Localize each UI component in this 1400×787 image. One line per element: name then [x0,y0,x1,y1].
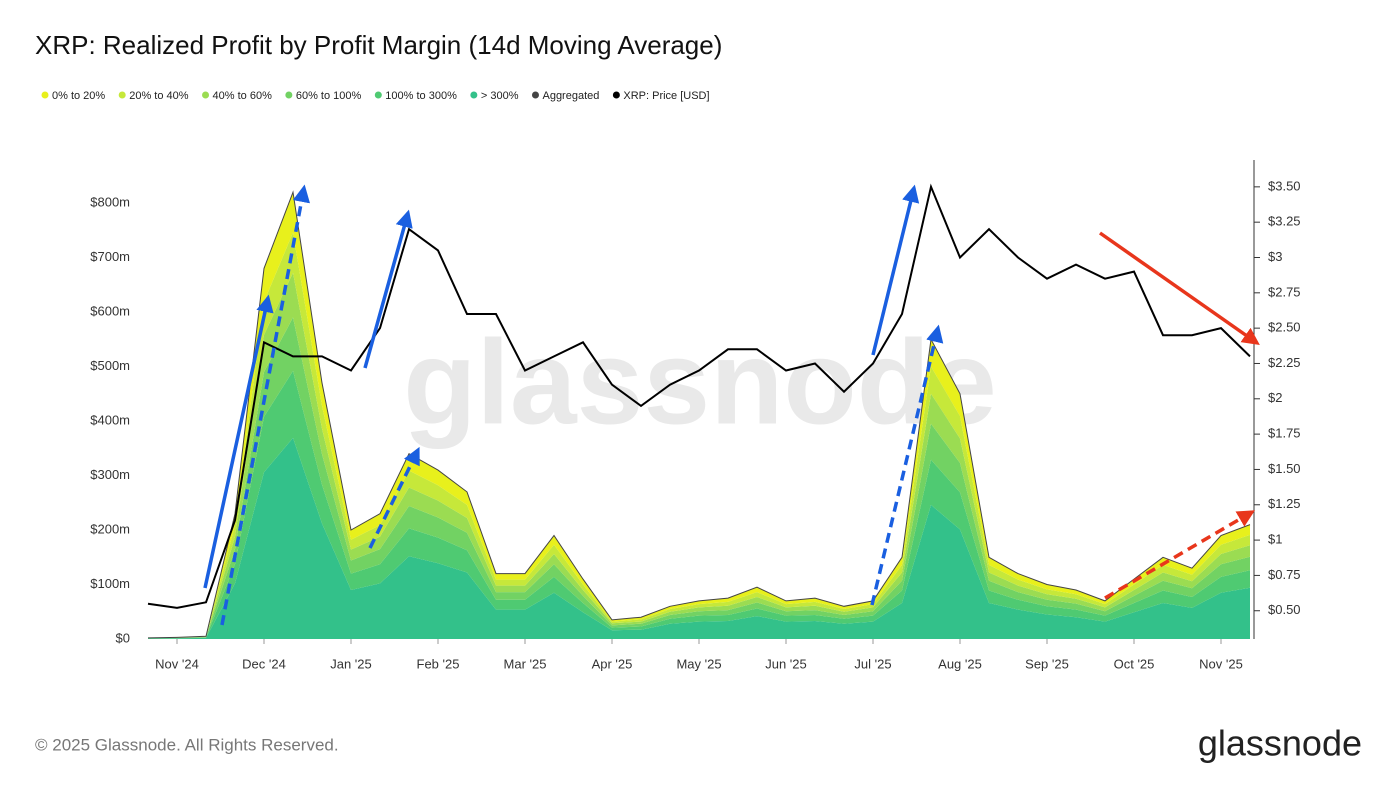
legend-swatch [285,91,293,99]
x-tick-label: Apr '25 [592,656,633,671]
arrow [1104,510,1256,600]
line [147,183,1251,609]
x-tick-label: Mar '25 [504,656,547,671]
legend-label: 60% to 100% [296,90,362,102]
x-tick-label: Dec '24 [242,656,286,671]
area [148,437,1250,639]
y2-tick-label: $0.75 [1268,567,1301,582]
y-tick-label: $0 [116,630,130,645]
legend-label: XRP: Price [USD] [623,90,709,102]
arrow [368,446,420,549]
y2-tick-label: $2.50 [1268,320,1301,335]
x-tick-label: Nov '24 [155,656,199,671]
y-tick-label: $800m [90,194,130,209]
y-tick-label: $500m [90,358,130,373]
legend-swatch [374,91,382,99]
legend-swatch [531,91,539,99]
y2-tick-label: $0.50 [1268,602,1301,617]
legend-label: > 300% [481,90,519,102]
y2-tick-label: $2.75 [1268,284,1301,299]
legend-label: 100% to 300% [385,90,457,102]
y-tick-label: $100m [90,576,130,591]
legend-swatch [202,91,210,99]
y2-tick-label: $3.50 [1268,178,1301,193]
legend-label: 0% to 20% [52,90,105,102]
y-tick-label: $600m [90,303,130,318]
x-tick-label: Jul '25 [854,656,891,671]
x-tick-label: May '25 [676,656,721,671]
y-tick-label: $400m [90,412,130,427]
y2-tick-label: $3 [1268,249,1282,264]
x-tick-label: Oct '25 [1114,656,1155,671]
y-tick-label: $700m [90,249,130,264]
y-tick-label: $300m [90,467,130,482]
chart-title: XRP: Realized Profit by Profit Margin (1… [35,30,722,60]
plot-area: $0 $100m $200m $300m $400m $500m $600m $700m $80… [90,160,1301,671]
arrow [220,184,311,626]
y2-tick-label: $1.25 [1268,496,1301,511]
y-tick-label: $200m [90,521,130,536]
y2-tick-label: $2.25 [1268,355,1301,370]
y2-tick-label: $3.25 [1268,214,1301,229]
logo: glassnode [1198,723,1362,764]
legend-label: Aggregated [542,90,599,102]
y2-tick-label: $1 [1268,532,1282,547]
legend-swatch [470,91,478,99]
legend-label: 40% to 60% [213,90,273,102]
y2-tick-label: $1.75 [1268,426,1301,441]
x-tick-label: Aug '25 [938,656,982,671]
line [147,190,1251,639]
copyright: © 2025 Glassnode. All Rights Reserved. [35,735,339,754]
legend-label: 20% to 40% [129,90,189,102]
x-tick-label: Sep '25 [1025,656,1069,671]
arrow [363,209,413,369]
legend-swatch [612,91,620,99]
y2-tick-label: $1.50 [1268,461,1301,476]
arrow [871,184,920,356]
x-tick-label: Jan '25 [330,656,372,671]
watermark: glassnode [403,316,997,450]
legend-swatch [41,91,49,99]
x-tick-label: Feb '25 [417,656,460,671]
arrow [203,294,274,589]
y2-tick-label: $2 [1268,390,1282,405]
legend-swatch [118,91,126,99]
x-tick-label: Nov '25 [1199,656,1243,671]
x-tick-label: Jun '25 [765,656,807,671]
annotations [203,184,1260,626]
arrow [1098,231,1260,346]
